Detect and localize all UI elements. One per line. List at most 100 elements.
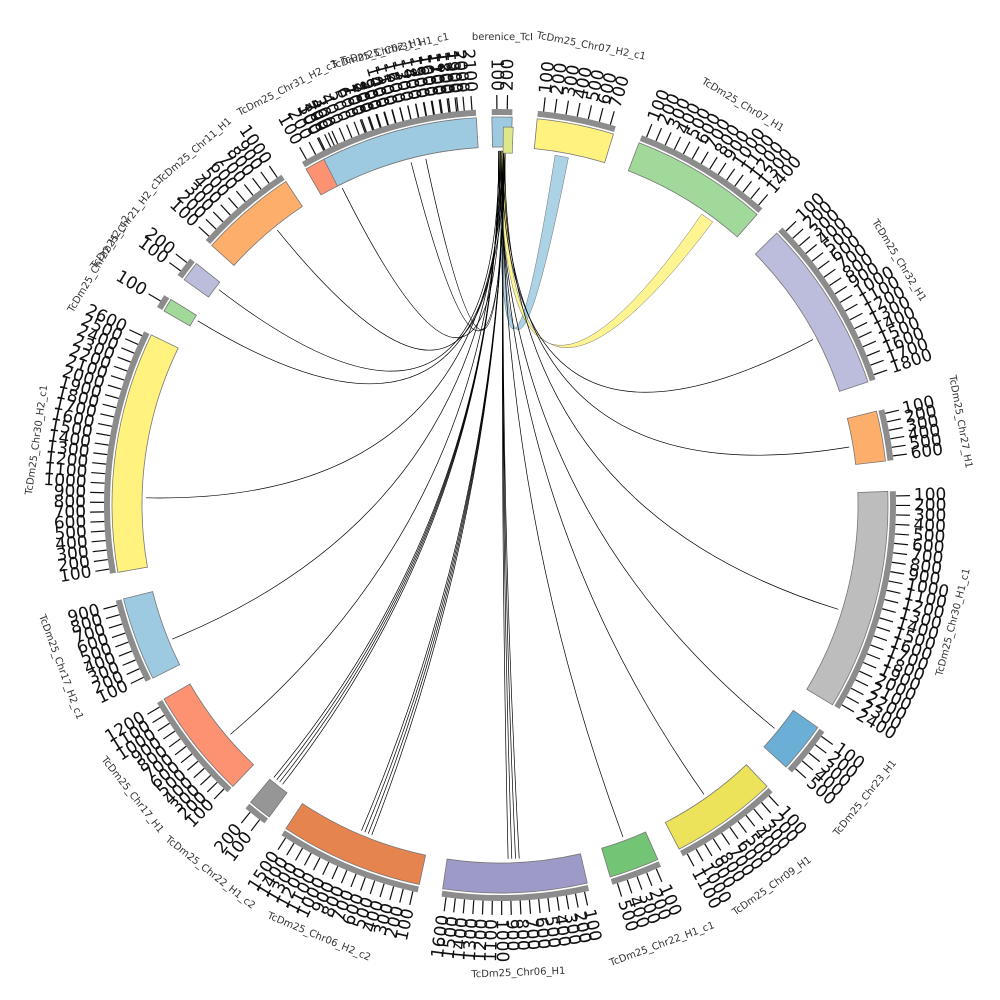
tick-mark <box>350 873 357 888</box>
tick-mark <box>686 853 695 867</box>
tick-mark <box>481 900 484 915</box>
link-ribbon-chr07_h2_c1 <box>498 150 569 330</box>
segment-chr07_h1 <box>627 142 758 238</box>
ruler-band-chr32_h1 <box>778 227 876 382</box>
segment-label-chr06_h1: TcDm25_Chr06_H1 <box>470 966 565 981</box>
tick-mark <box>655 127 663 142</box>
tick-mark <box>200 774 212 786</box>
tick-mark <box>367 116 374 131</box>
tick-mark <box>768 795 779 807</box>
tick-mark <box>95 568 110 572</box>
tick-mark <box>846 696 860 704</box>
tick-mark <box>92 462 107 465</box>
tick-label: 400 <box>550 913 574 948</box>
tick-mark <box>528 899 532 914</box>
segment-chr17_h1 <box>163 683 255 788</box>
tick-mark <box>105 614 120 620</box>
tick-mark <box>742 180 752 193</box>
link-chr32_h1 <box>501 151 814 393</box>
tick-mark <box>470 95 473 111</box>
segment-chr22_h2_c2 <box>163 298 197 327</box>
tick-mark <box>108 623 123 629</box>
tick-mark <box>322 861 330 875</box>
segment-chr17_h2_c1 <box>123 591 181 679</box>
tick-label: 200 <box>914 495 946 515</box>
segment-chr21_h2_c1 <box>183 262 221 298</box>
tick-mark <box>175 253 188 264</box>
tick-mark <box>250 819 261 832</box>
link-chr22_h1_c2 <box>282 151 500 785</box>
tick-mark <box>180 753 193 764</box>
tick-mark <box>455 97 459 112</box>
tick-label: 100 <box>536 60 559 94</box>
link-chr06_h2_c2 <box>364 151 506 833</box>
segment-label-chr27_h1: TcDm25_Chr27_H1 <box>946 374 974 470</box>
tick-mark <box>104 394 119 399</box>
tick-mark <box>554 98 558 113</box>
tick-mark <box>91 539 106 543</box>
ruler-band-chr23_h1 <box>787 728 825 773</box>
tick-mark <box>121 347 135 354</box>
tick-mark <box>118 650 133 657</box>
tick-label: 900 <box>501 919 522 952</box>
tick-mark <box>873 635 888 642</box>
tick-mark <box>737 821 747 833</box>
segment-chr22_h1_c2 <box>250 778 288 818</box>
tick-label: 600 <box>531 916 554 950</box>
tick-mark <box>844 303 858 312</box>
tick-mark <box>823 268 836 278</box>
tick-mark <box>313 857 321 871</box>
tick-mark <box>169 262 182 272</box>
tick-mark <box>110 375 125 381</box>
ruler-band-chr27_h1 <box>878 409 894 461</box>
link-chr22_h2_c2 <box>197 151 506 385</box>
tick-mark <box>338 127 346 141</box>
tick-mark <box>753 808 764 821</box>
tick-mark <box>885 409 900 414</box>
link-chr23_h1 <box>498 151 775 729</box>
link-chr06_h2_c2 <box>367 151 506 834</box>
link-chr22_h1_c2 <box>273 151 500 778</box>
tick-mark <box>882 608 896 613</box>
tick-mark <box>859 670 873 678</box>
segment-chr32_h1 <box>754 232 869 392</box>
tick-mark <box>414 103 419 118</box>
tick-mark <box>93 452 108 456</box>
link-chr06_h1 <box>502 151 509 859</box>
tick-mark <box>626 879 633 894</box>
tick-mark <box>90 520 105 523</box>
tick-label: 800 <box>511 918 533 951</box>
tick-mark <box>805 244 817 254</box>
tick-mark <box>359 877 366 891</box>
tick-mark <box>795 768 807 779</box>
tick-mark <box>598 107 604 122</box>
tick-mark <box>294 847 304 861</box>
tick-mark <box>96 432 111 437</box>
tick-mark <box>717 162 727 175</box>
tick-mark <box>277 837 287 851</box>
link-chr17_h1 <box>230 150 501 735</box>
tick-mark <box>331 866 339 880</box>
tick-mark <box>798 236 811 247</box>
tick-mark <box>646 123 653 138</box>
tick-mark <box>695 848 704 862</box>
link-chr31_h2_c3 <box>341 151 503 339</box>
ruler-band-chr22_h1_c2 <box>245 803 269 824</box>
tick-mark <box>673 136 682 150</box>
tick-mark <box>243 184 254 196</box>
segment-chr30_h2_c1 <box>111 334 179 573</box>
tick-mark <box>163 730 176 740</box>
tick-mark <box>213 788 225 800</box>
tick-mark <box>235 190 246 203</box>
tick-label: 500 <box>54 522 88 544</box>
tick-mark <box>894 542 909 546</box>
segment-chr06_h1 <box>442 853 588 894</box>
tick-mark <box>303 852 312 866</box>
tick-mark <box>376 113 382 128</box>
link-chr02_h1 <box>410 151 506 332</box>
tick-mark <box>422 102 427 117</box>
tick-mark <box>817 260 830 270</box>
tick-mark <box>891 561 906 565</box>
tick-mark <box>583 891 589 906</box>
